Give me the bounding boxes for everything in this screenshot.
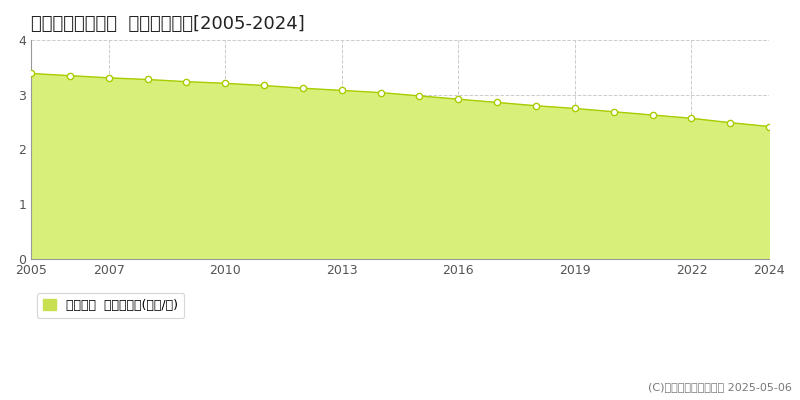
Text: (C)土地価格ドットコム 2025-05-06: (C)土地価格ドットコム 2025-05-06 [648, 382, 792, 392]
Legend: 基準地価  平均坪単価(万円/坪): 基準地価 平均坪単価(万円/坪) [37, 293, 184, 318]
Text: 度会郡大紀町打見  基準地価推移[2005-2024]: 度会郡大紀町打見 基準地価推移[2005-2024] [31, 15, 305, 33]
